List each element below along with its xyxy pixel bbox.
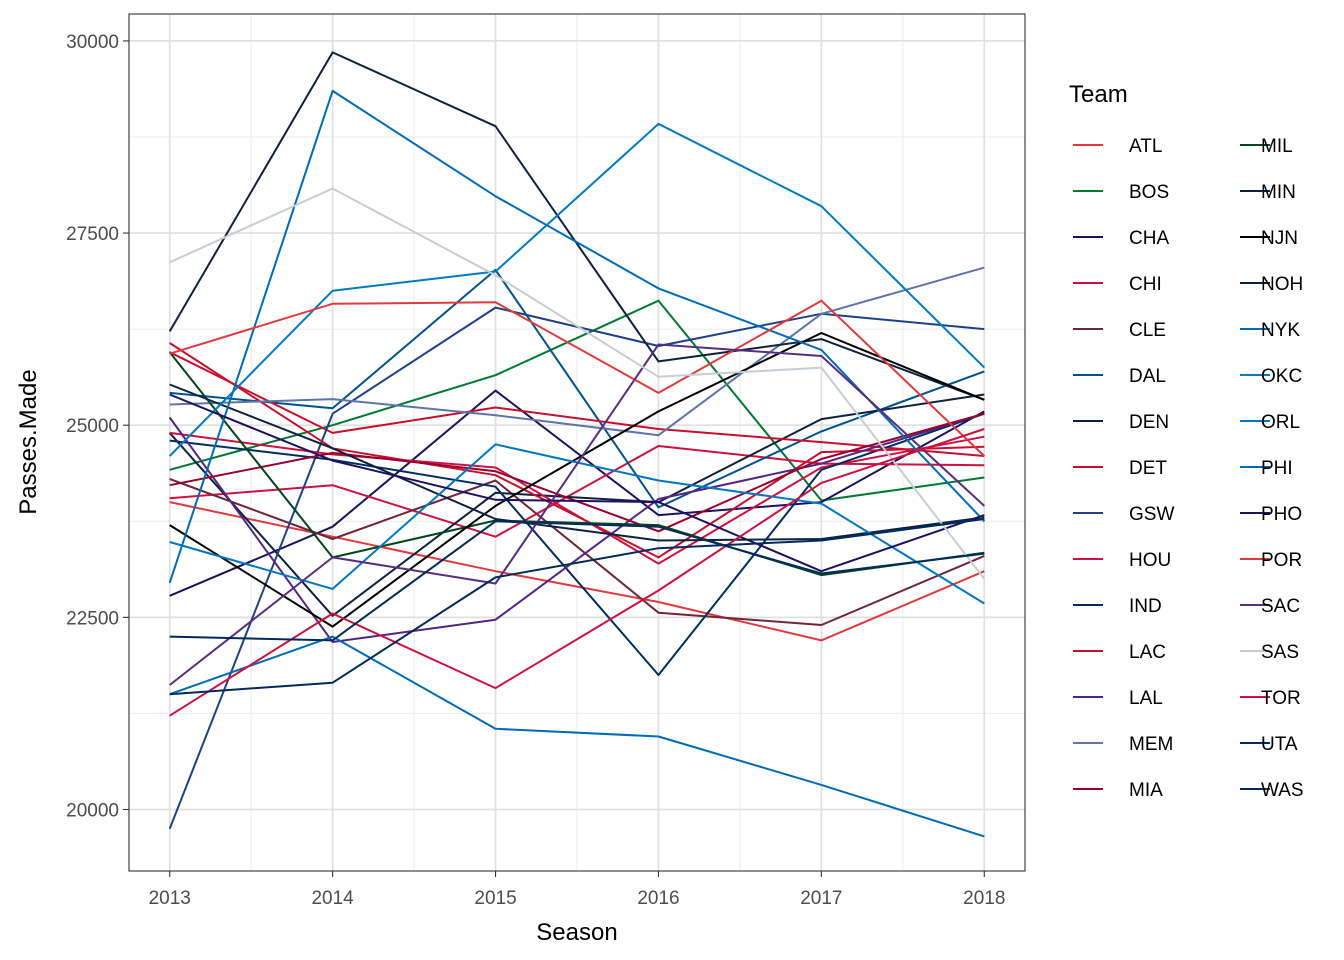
- legend-label-orl: ORL: [1261, 412, 1300, 433]
- series-line-uta: [169, 520, 985, 642]
- series-line-mil: [168, 351, 985, 577]
- legend-label-hou: HOU: [1129, 550, 1171, 571]
- legend-title: Team: [1069, 81, 1128, 108]
- legend-label-njn: NJN: [1261, 228, 1298, 249]
- series-line-lal: [168, 412, 985, 643]
- x-tick-label: 2014: [311, 888, 354, 909]
- legend-label-cha: CHA: [1129, 228, 1169, 249]
- legend-label-sas: SAS: [1261, 642, 1299, 663]
- series-line-den: [168, 393, 985, 617]
- x-axis: 2013 2014 2015 2016 2017 2018: [149, 871, 1005, 909]
- plot-border: [128, 13, 1026, 872]
- series-line-ind: [169, 412, 985, 676]
- y-tick-label: 27500: [66, 224, 119, 245]
- legend-label-noh: NOH: [1261, 274, 1303, 295]
- legend-label-lac: LAC: [1129, 642, 1166, 663]
- legend-label-det: DET: [1129, 458, 1167, 479]
- series-line-sac: [169, 343, 985, 686]
- legend-label-was: WAS: [1261, 780, 1304, 801]
- legend-label-okc: OKC: [1261, 366, 1302, 387]
- series-line-phi: [169, 635, 985, 838]
- series-line-tor: [169, 428, 985, 717]
- series-line-noh: [169, 383, 985, 542]
- series-line-sas: [169, 187, 986, 580]
- series-line-pho: [169, 393, 985, 573]
- legend-label-cle: CLE: [1129, 320, 1166, 341]
- legend-label-atl: ATL: [1129, 136, 1162, 157]
- x-tick-label: 2013: [149, 888, 191, 909]
- legend-label-gsw: GSW: [1129, 504, 1174, 525]
- y-tick-label: 30000: [66, 32, 119, 53]
- series-line-cle: [169, 478, 985, 626]
- series-line-okc: [168, 122, 986, 457]
- series-line-bos: [169, 299, 985, 502]
- y-axis: 20000 22500 25000 27500 30000: [66, 32, 129, 822]
- legend-label-mem: MEM: [1129, 734, 1173, 755]
- x-tick-label: 2015: [474, 888, 516, 909]
- legend-label-ind: IND: [1129, 596, 1162, 617]
- series-line-nyk: [168, 89, 986, 584]
- y-tick-label: 20000: [66, 801, 119, 822]
- legend-label-pho: PHO: [1261, 504, 1302, 525]
- legend-label-nyk: NYK: [1261, 320, 1300, 341]
- series-line-atl: [169, 501, 985, 642]
- legend-label-tor: TOR: [1261, 688, 1301, 709]
- series-line-mem: [169, 266, 985, 437]
- x-tick-label: 2018: [963, 888, 1005, 909]
- legend-label-lal: LAL: [1129, 688, 1163, 709]
- series-line-njn: [169, 332, 985, 628]
- x-tick-label: 2017: [800, 888, 842, 909]
- legend-label-den: DEN: [1129, 412, 1169, 433]
- series-line-cha: [169, 389, 985, 597]
- legend-label-mil: MIL: [1261, 136, 1293, 157]
- series-lines: [168, 51, 986, 838]
- legend-label-uta: UTA: [1261, 734, 1298, 755]
- legend-label-min: MIN: [1261, 182, 1296, 203]
- y-tick-label: 22500: [66, 608, 119, 629]
- legend-label-bos: BOS: [1129, 182, 1169, 203]
- legend: Team ATL BOS CHA CHI CLE DAL DEN DET GSW HOU IND LA…: [1069, 81, 1304, 801]
- legend-label-chi: CHI: [1129, 274, 1162, 295]
- minor-gridlines: [129, 14, 1025, 871]
- series-line-det: [169, 351, 985, 457]
- y-axis-title: Passes.Made: [15, 369, 42, 514]
- series-line-dal: [169, 268, 985, 509]
- series-line-was: [169, 518, 985, 696]
- legend-label-por: POR: [1261, 550, 1302, 571]
- y-tick-label: 25000: [66, 416, 119, 437]
- x-tick-label: 2016: [637, 888, 679, 909]
- legend-label-mia: MIA: [1129, 780, 1163, 801]
- legend-label-phi: PHI: [1261, 458, 1293, 479]
- series-line-por: [169, 299, 985, 457]
- legend-label-dal: DAL: [1129, 366, 1166, 387]
- x-axis-title: Season: [536, 919, 617, 946]
- series-line-chi: [169, 445, 985, 538]
- series-line-min: [168, 51, 985, 401]
- legend-label-sac: SAC: [1261, 596, 1300, 617]
